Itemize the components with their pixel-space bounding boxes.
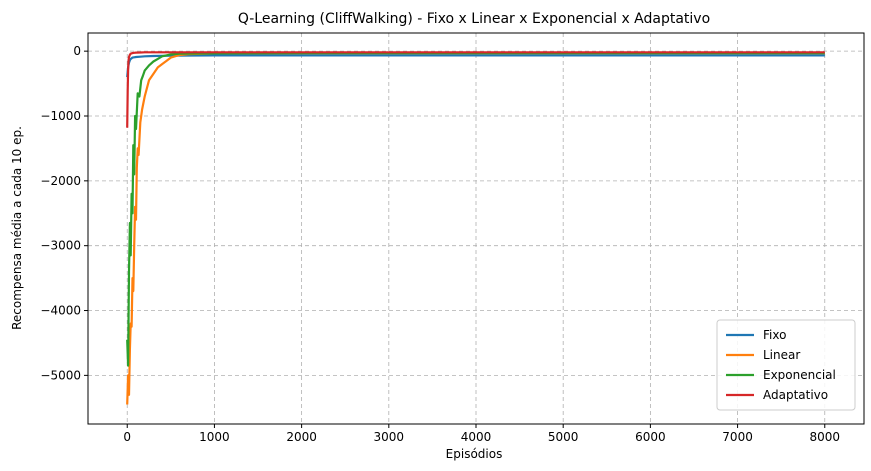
legend-label-fixo: Fixo <box>763 328 786 342</box>
legend-label-adaptativo: Adaptativo <box>763 388 828 402</box>
y-tick-label: −5000 <box>40 368 81 382</box>
legend-label-exponencial: Exponencial <box>763 368 836 382</box>
legend-box <box>716 319 856 411</box>
x-tick-label: 7000 <box>722 430 753 444</box>
series-line-adaptativo <box>126 51 825 128</box>
x-tick-label: 1000 <box>199 430 230 444</box>
x-axis-label: Episódios <box>446 447 503 461</box>
y-tick-label: −4000 <box>40 304 81 318</box>
y-axis-label: Recompensa média a cada 10 ep. <box>10 126 24 330</box>
x-tick-label: 0 <box>123 430 131 444</box>
x-tick-label: 8000 <box>809 430 840 444</box>
chart-title: Q-Learning (CliffWalking) - Fixo x Linea… <box>238 11 710 27</box>
y-tick-label: 0 <box>73 44 81 58</box>
series <box>126 51 825 405</box>
ticks: 0 1000 2000 3000 4000 5000 6000 7000 8000 0 −1000 −… <box>40 44 840 444</box>
y-tick-label: −1000 <box>40 109 81 123</box>
x-tick-label: 6000 <box>635 430 666 444</box>
legend-label-linear: Linear <box>763 348 800 362</box>
grid <box>88 33 864 424</box>
x-tick-label: 5000 <box>548 430 579 444</box>
plot-frame <box>87 32 865 425</box>
x-tick-label: 4000 <box>461 430 492 444</box>
x-tick-label: 3000 <box>374 430 405 444</box>
legend: Fixo Linear Exponencial Adaptativo <box>716 319 856 411</box>
x-tick-label: 2000 <box>286 430 317 444</box>
y-tick-label: −3000 <box>40 239 81 253</box>
series-line-exponencial <box>126 52 825 367</box>
series-line-fixo <box>126 54 825 78</box>
y-tick-label: −2000 <box>40 174 81 188</box>
